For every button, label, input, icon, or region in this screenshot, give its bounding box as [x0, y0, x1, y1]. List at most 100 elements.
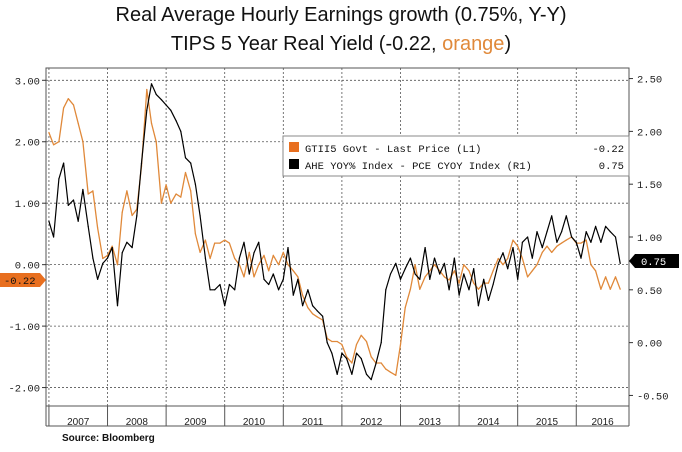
left-tick-label: -2.00 — [8, 384, 40, 396]
data-point — [521, 241, 524, 243]
data-point — [546, 245, 548, 247]
left-tick-label: 1.00 — [15, 199, 40, 211]
data-point — [404, 307, 406, 309]
data-point — [175, 193, 177, 195]
data-point — [58, 178, 60, 180]
data-point — [512, 247, 514, 249]
legend-label-gtii5: GTII5 Govt - Last Price (L1) — [305, 144, 481, 156]
data-point — [512, 239, 514, 241]
data-point — [595, 270, 597, 272]
data-point — [63, 162, 65, 164]
right-tick-label: 0.00 — [637, 339, 662, 351]
data-point — [204, 239, 206, 241]
data-point — [190, 190, 192, 192]
data-point — [126, 190, 128, 192]
data-point — [551, 251, 553, 253]
series-line-tips-real-yield — [48, 88, 621, 376]
data-point — [429, 278, 431, 280]
data-point — [92, 190, 94, 192]
left-value-tag: -0.22 — [0, 273, 46, 288]
x-axis: 2007 2008 2009 2010 2011 2012 2013 2014 2015 2016 — [45, 406, 630, 428]
data-point — [238, 257, 240, 259]
data-point — [389, 273, 392, 275]
data-point — [527, 236, 529, 238]
left-tick-label: 2.00 — [15, 138, 40, 150]
right-tag-value: 0.75 — [641, 257, 666, 269]
data-point — [63, 107, 65, 109]
left-axis: -2.00 -1.00 0.00 1.00 2.00 3.00 — [8, 76, 46, 396]
data-point — [170, 109, 172, 111]
data-point — [380, 362, 382, 364]
data-point — [556, 241, 558, 243]
data-point — [224, 239, 226, 241]
data-point — [278, 289, 280, 291]
data-point — [136, 215, 138, 217]
data-point — [146, 109, 148, 111]
data-point — [380, 342, 382, 344]
data-point — [272, 273, 274, 275]
title-line2-prefix: TIPS 5 Year Real Yield (-0.22, — [170, 33, 443, 55]
data-point — [97, 278, 99, 280]
data-point — [561, 242, 563, 244]
data-point — [463, 273, 465, 275]
data-point — [585, 231, 587, 233]
data-point — [609, 231, 611, 233]
data-point — [565, 215, 567, 217]
data-point — [395, 262, 397, 264]
data-point — [165, 184, 167, 186]
data-point — [224, 305, 226, 307]
data-point — [565, 239, 567, 241]
legend-value-gtii5: -0.22 — [592, 144, 624, 156]
data-point — [507, 257, 509, 260]
data-point — [272, 254, 274, 256]
data-point — [190, 162, 192, 164]
data-point — [614, 276, 617, 278]
data-point — [214, 289, 216, 291]
data-point — [282, 251, 284, 253]
data-point — [292, 270, 294, 272]
legend-box — [282, 135, 630, 177]
x-tick-label: 2013 — [419, 417, 442, 428]
data-point — [263, 254, 265, 256]
data-point — [585, 239, 587, 241]
data-point — [297, 278, 299, 280]
data-point — [487, 299, 489, 301]
chart-title-line1: Real Average Hourly Earnings growth (0.7… — [115, 4, 567, 26]
data-point — [531, 257, 533, 259]
data-point — [341, 343, 343, 346]
right-tick-label: 0.50 — [637, 286, 662, 298]
left-tick-label: 3.00 — [15, 76, 40, 88]
data-point — [131, 214, 133, 217]
data-point — [360, 334, 362, 336]
data-point — [477, 305, 479, 307]
data-point — [556, 245, 558, 247]
data-point — [331, 352, 333, 354]
right-value-tag: 0.75 — [629, 254, 679, 269]
data-point — [409, 288, 411, 290]
data-point — [248, 251, 250, 253]
data-point — [439, 270, 441, 272]
data-point — [433, 264, 436, 266]
data-point — [546, 231, 548, 233]
data-point — [121, 252, 123, 254]
data-point — [253, 276, 255, 278]
data-point — [82, 188, 84, 191]
data-point — [424, 276, 426, 278]
data-point — [302, 305, 304, 307]
data-point — [248, 273, 250, 275]
data-point — [316, 316, 318, 318]
data-point — [243, 241, 245, 243]
data-point — [541, 247, 543, 249]
data-point — [365, 340, 368, 343]
data-point — [473, 282, 475, 284]
data-point — [590, 241, 592, 243]
data-point — [48, 131, 50, 134]
data-point — [477, 288, 479, 290]
data-point — [561, 231, 563, 233]
data-point — [341, 352, 343, 354]
title-line2-highlight: orange — [442, 33, 505, 55]
data-point — [184, 157, 187, 159]
data-point — [238, 264, 240, 266]
data-point — [580, 257, 582, 259]
data-point — [77, 220, 79, 222]
